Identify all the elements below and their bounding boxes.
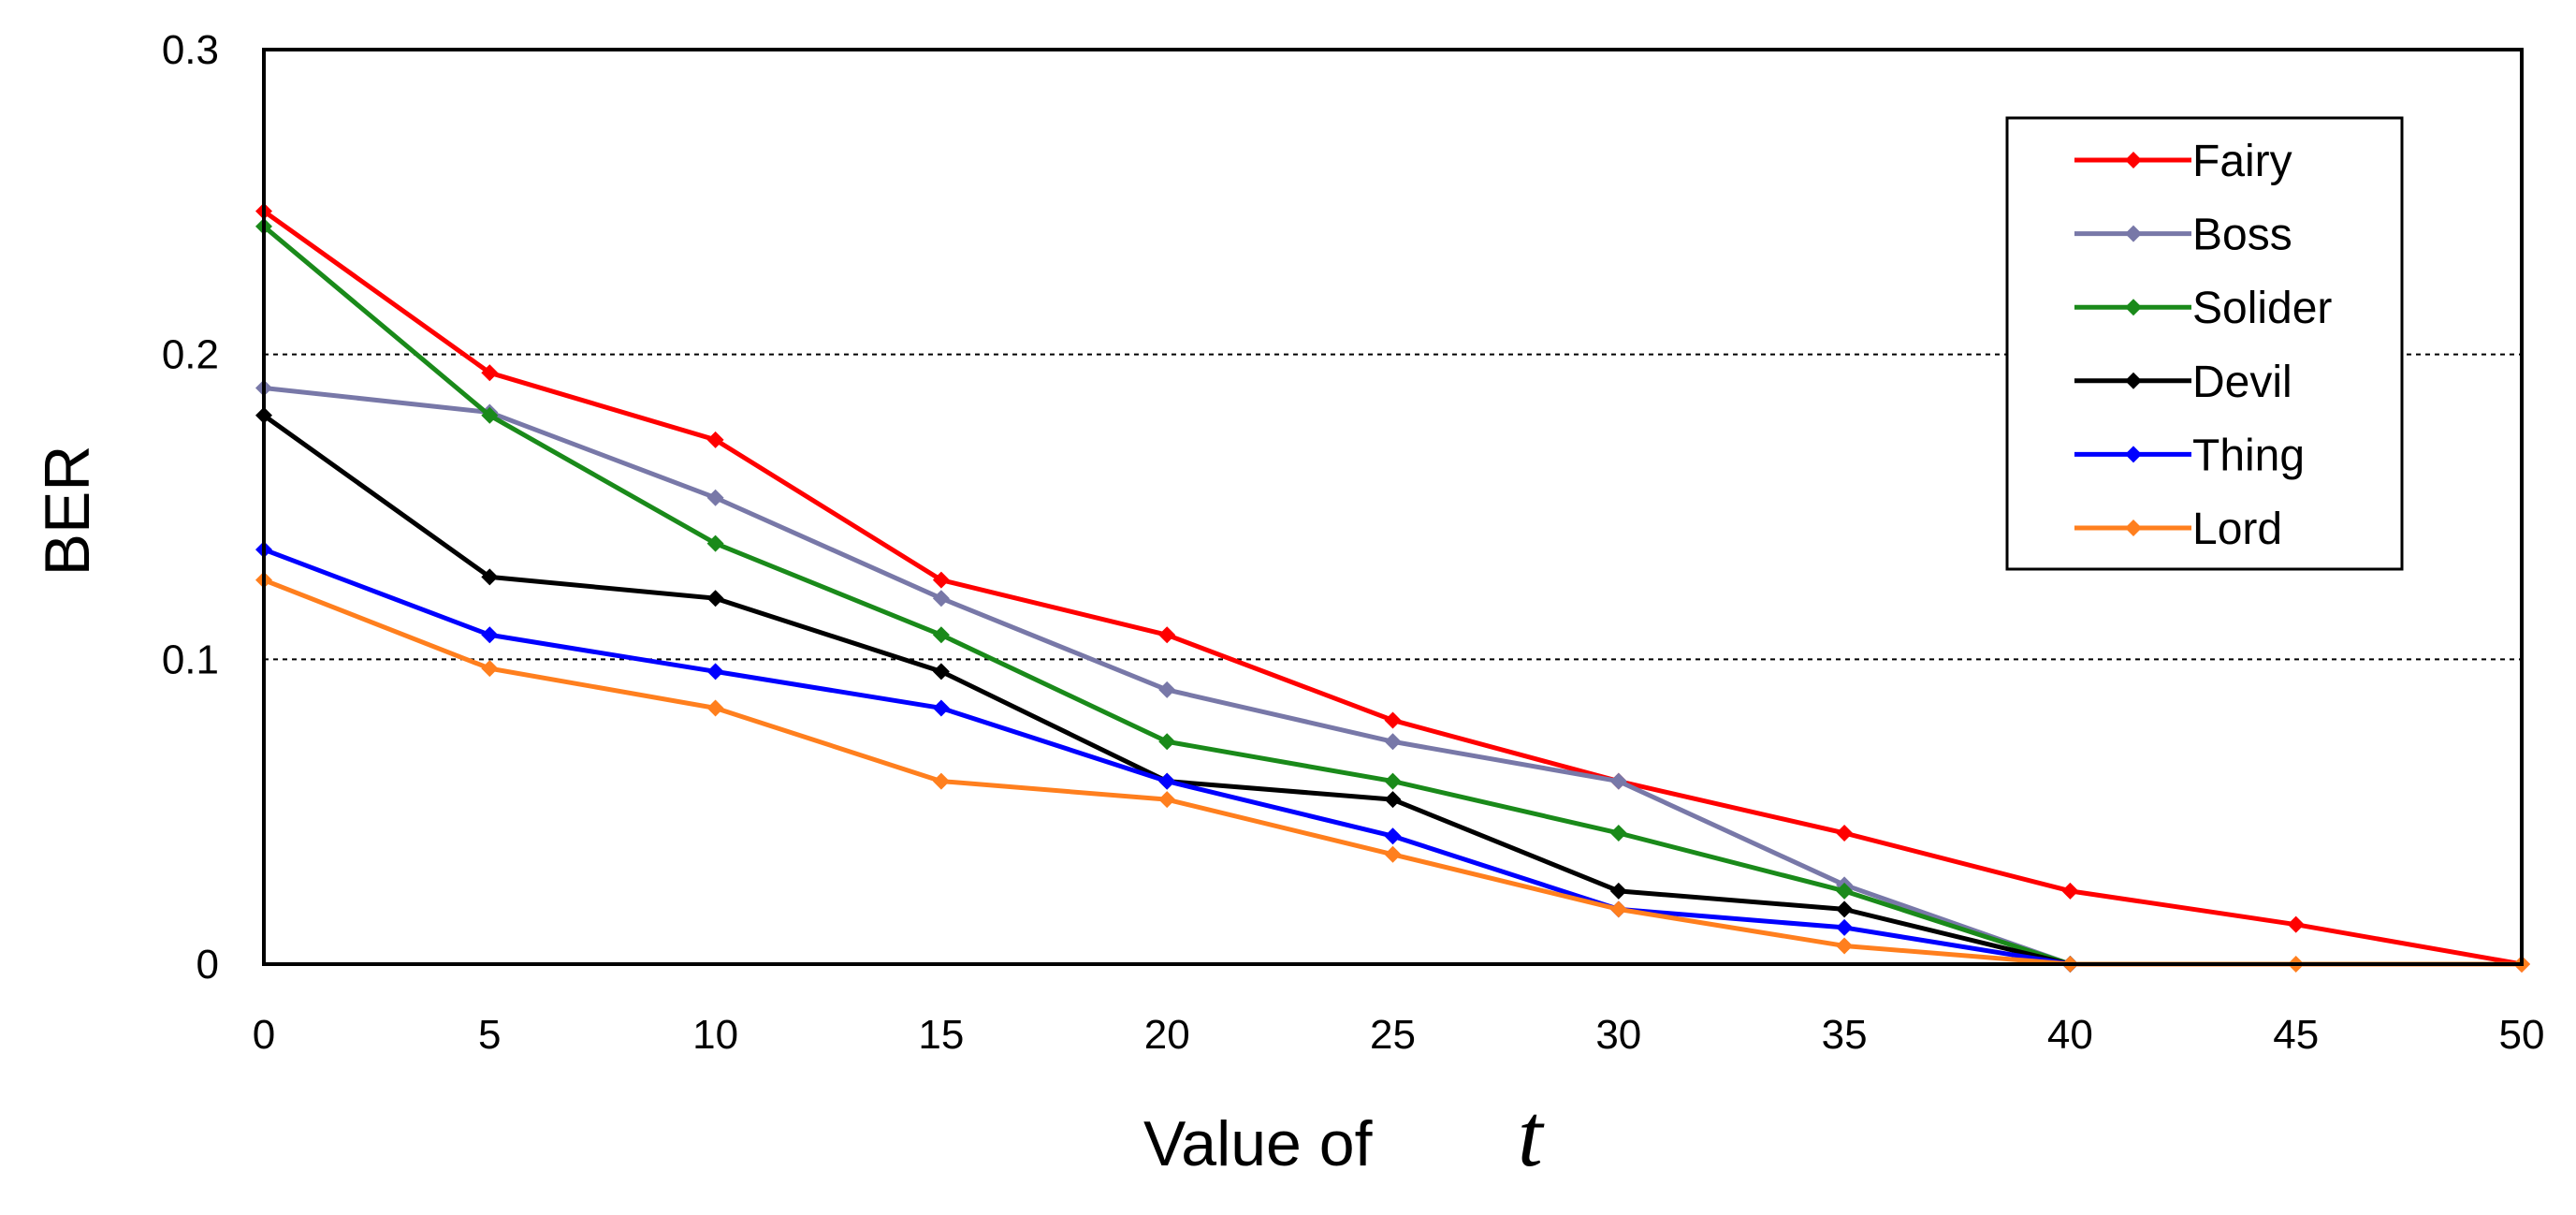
data-point bbox=[1384, 845, 1402, 863]
legend-label: Lord bbox=[2192, 505, 2282, 554]
legend-entry-thing: Thing bbox=[2074, 431, 2305, 480]
data-point bbox=[1836, 937, 1854, 955]
y-tick-labels: 0 0.1 0.2 0.3 bbox=[162, 27, 219, 988]
data-point bbox=[706, 699, 724, 717]
data-point bbox=[932, 626, 950, 644]
data-point bbox=[1158, 626, 1176, 644]
x-tick-label: 30 bbox=[1595, 1012, 1641, 1058]
data-point bbox=[1609, 882, 1627, 900]
data-point bbox=[1384, 711, 1402, 729]
x-tick-labels: 0 5 10 15 20 25 30 35 40 45 50 bbox=[253, 1012, 2545, 1058]
series-line bbox=[262, 224, 2072, 967]
legend-box bbox=[2005, 116, 2404, 571]
x-axis-title: Value of bbox=[1143, 1108, 1373, 1179]
data-point bbox=[1609, 900, 1627, 918]
series-lines bbox=[255, 202, 2530, 973]
data-point bbox=[1384, 733, 1402, 751]
legend-label: Thing bbox=[2192, 431, 2305, 480]
legend-label: Devil bbox=[2192, 358, 2292, 407]
legend-entry-boss: Boss bbox=[2074, 211, 2292, 260]
data-point bbox=[932, 663, 950, 681]
plot-frame bbox=[262, 48, 2524, 966]
data-point bbox=[706, 431, 724, 448]
data-point bbox=[706, 663, 724, 681]
legend-marker bbox=[2125, 299, 2142, 316]
legend-marker bbox=[2125, 225, 2142, 242]
data-point bbox=[1384, 827, 1402, 845]
data-point bbox=[932, 772, 950, 790]
legend-marker bbox=[2125, 152, 2142, 168]
data-point bbox=[1836, 882, 1854, 900]
x-tick-label: 15 bbox=[918, 1012, 964, 1058]
x-tick-label: 35 bbox=[1822, 1012, 1868, 1058]
data-point bbox=[1609, 772, 1627, 790]
legend: Fairy Boss Solider Devil Thing Lord bbox=[2005, 116, 2404, 571]
data-point bbox=[706, 590, 724, 608]
data-point bbox=[1384, 772, 1402, 790]
legend-label: Solider bbox=[2192, 284, 2332, 333]
x-axis-symbol: t bbox=[1518, 1085, 1545, 1185]
data-point bbox=[1158, 791, 1176, 809]
data-point bbox=[1609, 824, 1627, 842]
x-tick-label: 50 bbox=[2499, 1012, 2545, 1058]
data-point bbox=[2287, 915, 2305, 933]
y-tick-label: 0.2 bbox=[162, 332, 219, 378]
data-point bbox=[1158, 681, 1176, 698]
data-point bbox=[706, 534, 724, 552]
x-tick-label: 0 bbox=[253, 1012, 275, 1058]
data-point bbox=[1158, 733, 1176, 751]
data-point bbox=[932, 571, 950, 589]
data-point bbox=[1384, 791, 1402, 809]
data-point bbox=[1836, 900, 1854, 918]
y-tick-label: 0.1 bbox=[162, 637, 219, 682]
series-line bbox=[263, 547, 2071, 967]
legend-entry-solider: Solider bbox=[2074, 284, 2332, 333]
data-point bbox=[932, 699, 950, 717]
x-tick-label: 5 bbox=[478, 1012, 501, 1058]
data-point bbox=[481, 406, 499, 424]
y-tick-label: 0 bbox=[196, 942, 219, 988]
data-point bbox=[481, 568, 499, 586]
legend-entry-lord: Lord bbox=[2074, 505, 2282, 554]
legend-entry-fairy: Fairy bbox=[2074, 137, 2292, 186]
series-solider bbox=[255, 217, 2079, 973]
data-point bbox=[706, 489, 724, 506]
data-point bbox=[481, 626, 499, 644]
legend-marker bbox=[2125, 520, 2142, 536]
data-point bbox=[2061, 882, 2079, 900]
data-point bbox=[1158, 772, 1176, 790]
data-point bbox=[1836, 918, 1854, 936]
x-tick-label: 25 bbox=[1370, 1012, 1416, 1058]
data-point bbox=[932, 590, 950, 608]
x-tick-label: 10 bbox=[692, 1012, 738, 1058]
legend-label: Boss bbox=[2192, 211, 2292, 260]
legend-marker bbox=[2125, 372, 2142, 389]
legend-entry-devil: Devil bbox=[2074, 358, 2292, 407]
y-tick-label: 0.3 bbox=[162, 27, 219, 73]
data-point bbox=[1836, 824, 1854, 842]
data-point bbox=[481, 660, 499, 678]
legend-label: Fairy bbox=[2192, 137, 2292, 186]
series-lord bbox=[255, 571, 2530, 973]
x-tick-label: 40 bbox=[2047, 1012, 2093, 1058]
y-axis-title: BER bbox=[32, 446, 103, 577]
x-tick-label: 20 bbox=[1144, 1012, 1190, 1058]
legend-marker bbox=[2125, 446, 2142, 463]
data-point bbox=[481, 364, 499, 382]
x-tick-label: 45 bbox=[2273, 1012, 2319, 1058]
